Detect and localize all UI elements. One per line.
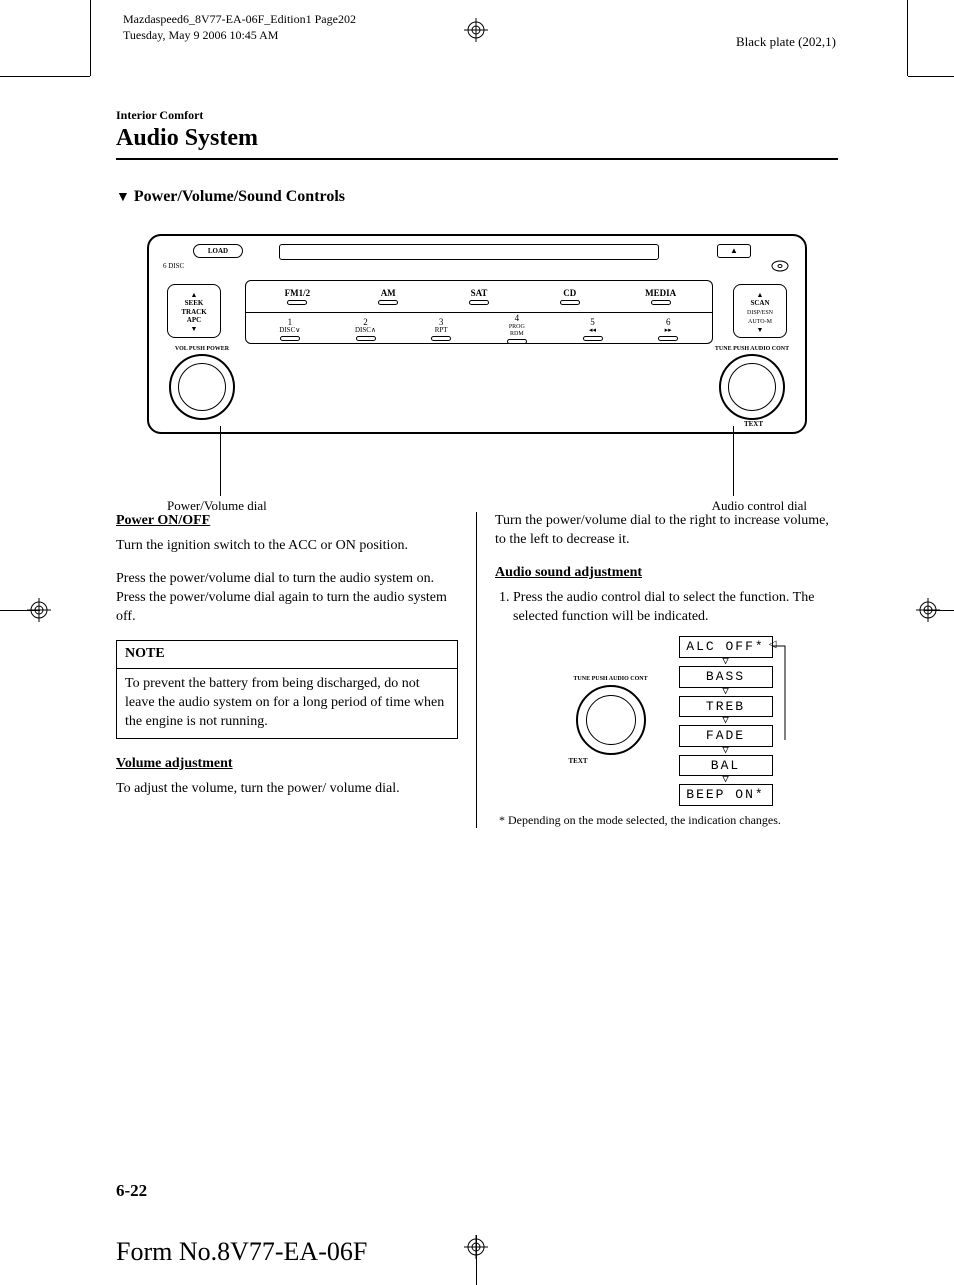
scan-button: ▲SCANDISP/ESNAUTO-M▼ (733, 284, 787, 338)
callout-audio-control: Audio control dial (712, 498, 807, 514)
tune-knob-label: TUNE PUSH AUDIO CONT (711, 346, 793, 352)
numbered-list: Press the audio control dial to select t… (495, 589, 838, 627)
preset-1-button: 1DISC∨ (252, 318, 328, 341)
plate-label: Black plate (202,1) (736, 34, 836, 50)
vol-knob-label: VOL PUSH POWER (165, 346, 239, 352)
down-arrow-icon: ▽ (679, 658, 773, 666)
seq-item: ALC OFF* (679, 636, 773, 658)
preset-2-button: 2DISC∧ (328, 318, 404, 341)
paragraph: Turn the power/volume dial to the right … (495, 512, 838, 550)
text-label: TEXT (561, 757, 661, 766)
heading-volume-adjustment: Volume adjustment (116, 755, 458, 774)
seq-item: BAL (679, 755, 773, 777)
seq-item: BASS (679, 666, 773, 688)
adjustment-figure: TUNE PUSH AUDIO CONT TEXT ALC OFF* ▽ BAS… (495, 636, 838, 805)
subheading: ▼ Power/Volume/Sound Controls (116, 188, 838, 206)
preset-4-button: 4PROGRDM (479, 314, 555, 344)
page-number: 6-22 (116, 1181, 147, 1201)
center-button-panel: FM1/2 AM SAT CD MEDIA 1DISC∨ 2DISC∧ 3RPT… (245, 280, 713, 344)
subheading-text: Power/Volume/Sound Controls (134, 188, 345, 205)
crop-mark (90, 0, 91, 76)
load-button: LOAD (193, 244, 243, 258)
loop-arrowhead-icon: ◁ (769, 638, 777, 652)
mode-media-button: MEDIA (615, 288, 706, 305)
list-item: Press the audio control dial to select t… (513, 589, 838, 627)
callout-line (220, 426, 221, 496)
triangle-icon: ▼ (116, 190, 130, 205)
print-header-line2: Tuesday, May 9 2006 10:45 AM (123, 28, 356, 44)
text-button-label: TEXT (744, 420, 763, 428)
form-number: Form No.8V77-EA-06F (116, 1237, 367, 1267)
print-header-line1: Mazdaspeed6_8V77-EA-06F_Edition1 Page202 (123, 12, 356, 28)
mode-sat-button: SAT (434, 288, 525, 305)
heading-audio-sound-adjustment: Audio sound adjustment (495, 564, 838, 583)
mode-cd-button: CD (524, 288, 615, 305)
loop-arrow-icon (773, 640, 789, 801)
registration-target-icon (27, 598, 51, 622)
preset-6-button: 6▸▸ (630, 318, 706, 341)
registration-target-icon (916, 598, 940, 622)
heading-power-onoff: Power ON/OFF (116, 512, 458, 531)
section-title: Audio System (116, 125, 838, 152)
note-box: NOTE To prevent the battery from being d… (116, 640, 458, 739)
paragraph: Press the power/volume dial to turn the … (116, 570, 458, 627)
seq-item: BEEP ON* (679, 784, 773, 806)
audio-control-dial-icon (576, 685, 646, 755)
callout-line (733, 426, 734, 496)
registration-target-icon (464, 18, 488, 42)
down-arrow-icon: ▽ (679, 688, 773, 696)
crop-mark (908, 76, 954, 77)
divider (116, 158, 838, 160)
seq-item: FADE (679, 725, 773, 747)
section-label: Interior Comfort (116, 108, 838, 123)
tune-label: TUNE PUSH AUDIO CONT (561, 675, 661, 683)
preset-5-button: 5◂◂ (555, 318, 631, 341)
note-title: NOTE (117, 641, 457, 669)
mode-am-button: AM (343, 288, 434, 305)
footnote: * Depending on the mode selected, the in… (495, 812, 838, 828)
down-arrow-icon: ▽ (679, 717, 773, 725)
six-disc-label: 6 DISC (163, 262, 184, 270)
radio-panel: LOAD ▲ 6 DISC ▲SEEKTRACKAPC▼ ▲SCANDISP/E… (147, 234, 807, 434)
eject-button: ▲ (717, 244, 751, 258)
callout-power-volume: Power/Volume dial (167, 498, 267, 514)
left-column: Power ON/OFF Turn the ignition switch to… (116, 512, 477, 828)
down-arrow-icon: ▽ (679, 747, 773, 755)
power-volume-dial (169, 354, 235, 420)
function-sequence: ALC OFF* ▽ BASS ▽ TREB ▽ FADE ▽ BAL ▽ BE… (679, 636, 773, 805)
audio-control-dial (719, 354, 785, 420)
crop-mark (0, 76, 90, 77)
seq-item: TREB (679, 696, 773, 718)
paragraph: Turn the ignition switch to the ACC or O… (116, 537, 458, 556)
radio-figure: LOAD ▲ 6 DISC ▲SEEKTRACKAPC▼ ▲SCANDISP/E… (147, 234, 807, 434)
cd-logo-icon (771, 260, 789, 274)
down-arrow-icon: ▽ (679, 776, 773, 784)
disc-slot (279, 244, 659, 260)
note-body: To prevent the battery from being discha… (117, 669, 457, 738)
print-header: Mazdaspeed6_8V77-EA-06F_Edition1 Page202… (123, 12, 356, 43)
preset-3-button: 3RPT (403, 318, 479, 341)
mode-fm-button: FM1/2 (252, 288, 343, 305)
seek-track-button: ▲SEEKTRACKAPC▼ (167, 284, 221, 338)
paragraph: To adjust the volume, turn the power/ vo… (116, 780, 458, 799)
right-column: Turn the power/volume dial to the right … (477, 512, 838, 828)
crop-mark (907, 0, 908, 76)
registration-target-icon (464, 1235, 488, 1259)
